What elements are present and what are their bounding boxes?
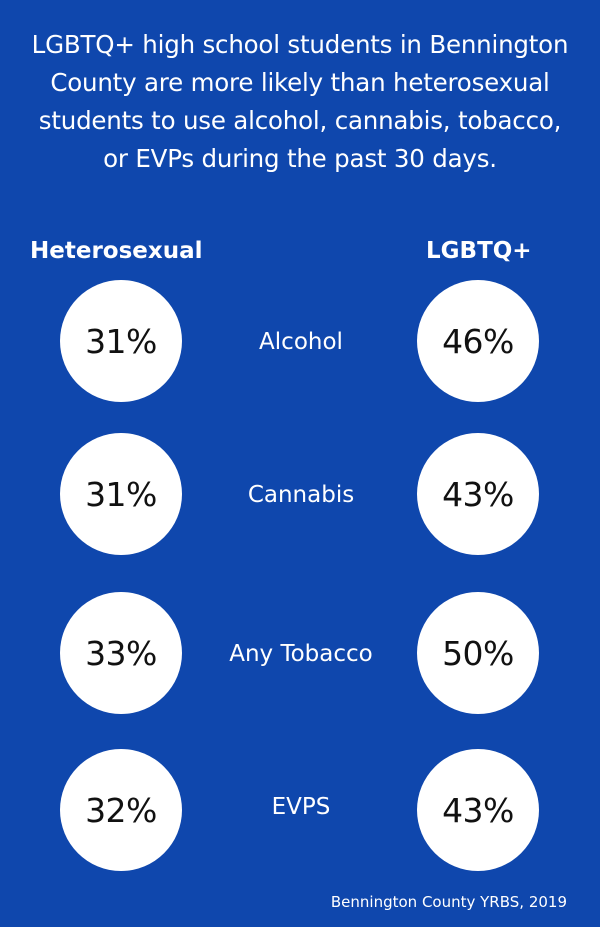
heterosexual-cannabis-circle: 31% (60, 433, 182, 555)
lgbtq-cannabis-circle: 43% (417, 433, 539, 555)
heterosexual-tobacco-circle: 33% (60, 592, 182, 714)
row-label-alcohol: Alcohol (259, 329, 343, 355)
lgbtq-alcohol-circle: 46% (417, 280, 539, 402)
column-header-lgbtq: LGBTQ+ (426, 238, 532, 264)
row-label-evps: EVPS (271, 794, 331, 820)
column-header-heterosexual: Heterosexual (30, 238, 203, 264)
row-label-cannabis: Cannabis (247, 482, 355, 508)
heterosexual-evps-circle: 32% (60, 749, 182, 871)
heterosexual-alcohol-circle: 31% (60, 280, 182, 402)
row-label-any-tobacco: Any Tobacco (229, 641, 373, 667)
lgbtq-tobacco-circle: 50% (417, 592, 539, 714)
source-citation: Bennington County YRBS, 2019 (330, 893, 567, 911)
headline: LGBTQ+ high school students in Benningto… (31, 30, 569, 173)
lgbtq-evps-circle: 43% (417, 749, 539, 871)
